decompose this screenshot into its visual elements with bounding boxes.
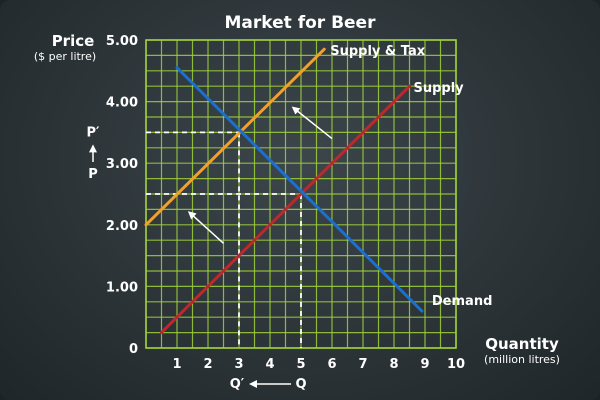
series-line-supply-tax bbox=[144, 47, 326, 227]
x-tick-label: 8 bbox=[389, 357, 398, 372]
x-axis-label: Quantity bbox=[485, 335, 559, 353]
x-tick-label: 1 bbox=[172, 357, 181, 372]
x-tick-label: 7 bbox=[358, 357, 367, 372]
x-tick-label: 3 bbox=[234, 357, 243, 372]
y-tick-label: 5.00 bbox=[106, 34, 138, 49]
x-axis-unit: (million litres) bbox=[484, 353, 560, 366]
text-labels: Market for Beer Price ($ per litre) Quan… bbox=[34, 13, 560, 392]
y-axis-unit: ($ per litre) bbox=[34, 50, 96, 63]
grid bbox=[145, 39, 457, 349]
chart-title: Market for Beer bbox=[225, 13, 377, 33]
shift-arrow-1 bbox=[187, 211, 225, 244]
y-tick-label: 1.00 bbox=[106, 280, 138, 295]
series-label-supply: Supply bbox=[414, 81, 465, 96]
x-tick-label: 6 bbox=[327, 357, 336, 372]
x-tick-label: 2 bbox=[203, 357, 212, 372]
x-tick-label: 4 bbox=[265, 357, 274, 372]
series-lines bbox=[144, 47, 424, 335]
shift-arrow-0 bbox=[291, 106, 333, 140]
series-line-demand bbox=[175, 66, 424, 313]
equilibrium-guides bbox=[146, 131, 302, 348]
y-tick-label: 3.00 bbox=[106, 157, 138, 172]
series-label-supply-tax: Supply & Tax bbox=[330, 44, 426, 59]
x-tick-label: 10 bbox=[447, 357, 465, 372]
price-marker-new: P′ bbox=[87, 125, 101, 140]
y-axis-label: Price bbox=[52, 32, 95, 50]
y-tick-label: 2.00 bbox=[106, 219, 138, 234]
y-tick-label: 0 bbox=[129, 342, 138, 357]
x-tick-label: 9 bbox=[420, 357, 429, 372]
quantity-marker-new: Q′ bbox=[230, 377, 245, 392]
shift-arrows bbox=[89, 106, 333, 388]
price-marker-old: P bbox=[88, 167, 98, 182]
series-label-demand: Demand bbox=[432, 294, 493, 309]
tick-labels: 1 2 3 4 5 6 7 8 9 10 0 1.00 2.00 3.00 4.00 5.00 bbox=[106, 34, 465, 372]
y-tick-label: 4.00 bbox=[106, 96, 138, 111]
series-line-supply bbox=[160, 84, 411, 335]
quantity-marker-old: Q bbox=[295, 377, 306, 392]
x-tick-label: 5 bbox=[296, 357, 305, 372]
